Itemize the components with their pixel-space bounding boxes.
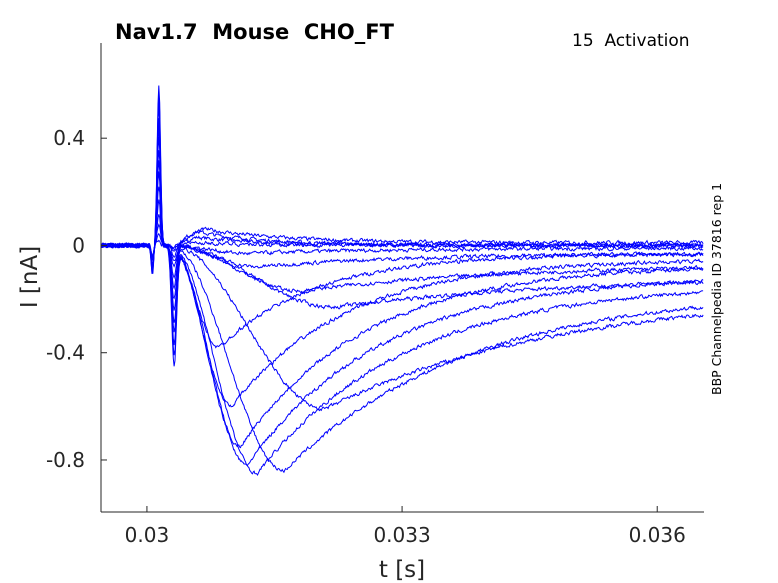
trace-line-3 [100, 214, 704, 258]
y-tick-label: -0.4 [46, 341, 85, 365]
trace-line-9 [100, 136, 704, 474]
x-tick-label: 0.03 [125, 523, 170, 547]
trace-line-4 [100, 199, 704, 262]
y-tick-label: 0 [72, 233, 85, 257]
trace-line-15 [100, 239, 704, 258]
y-tick-label: 0.4 [53, 126, 85, 150]
y-tick-label: -0.8 [46, 448, 85, 472]
x-axis-label: t [s] [379, 557, 425, 583]
trace-line-12 [100, 105, 704, 449]
traces [100, 85, 704, 477]
trace-line-10 [100, 127, 704, 477]
x-tick-label: 0.033 [373, 523, 430, 547]
trace-line-11 [100, 118, 704, 467]
trace-line-8 [100, 150, 704, 412]
chart-subtitle: 15 Activation [572, 31, 690, 51]
trace-line-14 [100, 85, 704, 367]
chart-title: Nav1.7 Mouse CHO_FT [115, 20, 394, 44]
trace-line-13 [100, 94, 704, 408]
x-tick-label: 0.036 [629, 523, 686, 547]
y-axis-label: I [nA] [17, 246, 43, 308]
